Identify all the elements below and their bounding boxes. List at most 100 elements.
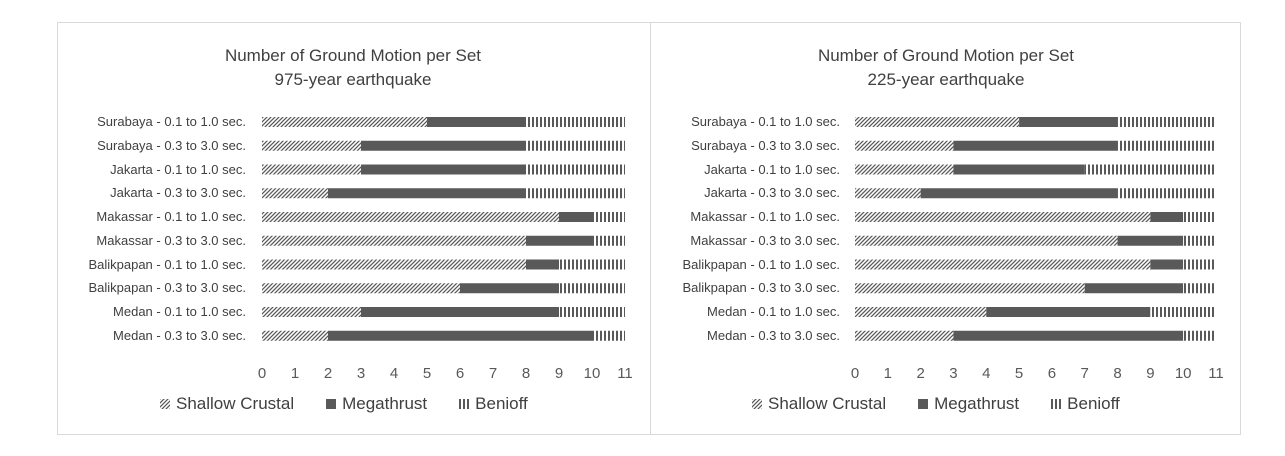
bar-shallow-crustal — [262, 259, 526, 270]
category-label: Makassar - 0.1 to 1.0 sec. — [690, 209, 840, 224]
category-label: Jakarta - 0.3 to 3.0 sec. — [704, 185, 840, 201]
bar-shallow-crustal — [855, 330, 954, 341]
bar-shallow-crustal — [855, 259, 1151, 270]
bar-shallow-crustal — [855, 140, 954, 151]
legend-item-megathrust: Megathrust — [326, 394, 427, 414]
bar-megathrust — [1150, 259, 1184, 270]
bar-megathrust — [361, 164, 526, 175]
bar-benioff — [1183, 283, 1216, 294]
x-tick-label: 9 — [1146, 365, 1155, 382]
x-tick-label: 6 — [455, 365, 465, 382]
x-tick-label: 8 — [1113, 365, 1122, 382]
x-tick-label: 7 — [1080, 365, 1089, 382]
x-tick-label: 2 — [916, 365, 925, 382]
bar-shallow-crustal — [855, 164, 954, 175]
bar-benioff — [526, 117, 625, 127]
bar-megathrust — [1084, 283, 1184, 294]
bar-megathrust — [526, 235, 592, 246]
bar-benioff — [1183, 330, 1216, 341]
x-tick-label: 2 — [323, 365, 333, 382]
bar-megathrust — [953, 164, 1085, 175]
bar-benioff — [526, 188, 625, 199]
category-label: Surabaya - 0.1 to 1.0 sec. — [691, 114, 840, 129]
bar-benioff — [526, 164, 625, 175]
bar-megathrust — [1019, 117, 1118, 127]
bar-benioff — [592, 212, 625, 222]
category-label: Medan - 0.3 to 3.0 sec. — [113, 327, 246, 343]
category-label: Surabaya - 0.3 to 3.0 sec. — [691, 137, 840, 153]
bar-shallow-crustal — [855, 188, 921, 199]
bar-benioff — [526, 140, 625, 151]
x-tick-label: 7 — [488, 365, 498, 382]
legend-label: Megathrust — [342, 394, 428, 413]
x-tick-label: 0 — [850, 365, 860, 382]
category-label: Medan - 0.1 to 1.0 sec. — [113, 304, 246, 319]
x-tick-label: 10 — [1174, 365, 1192, 382]
bar-megathrust — [986, 307, 1151, 317]
bar-shallow-crustal — [262, 307, 361, 317]
bar-shallow-crustal — [262, 283, 460, 294]
x-tick-label: 0 — [257, 365, 267, 382]
x-tick-label: 8 — [521, 365, 531, 382]
bar-megathrust — [1150, 212, 1184, 222]
x-tick-label: 3 — [356, 365, 366, 382]
category-label: Balikpapan - 0.1 to 1.0 sec. — [682, 256, 840, 272]
category-label: Medan - 0.1 to 1.0 sec. — [707, 304, 840, 319]
bar-megathrust — [361, 307, 559, 317]
x-tick-label: 5 — [422, 365, 432, 382]
x-tick-label: 11 — [1208, 365, 1224, 382]
bar-shallow-crustal — [262, 140, 361, 151]
bar-megathrust — [427, 117, 526, 127]
bar-megathrust — [920, 188, 1118, 199]
legend-swatch-benioff — [459, 399, 470, 409]
bar-benioff — [1150, 307, 1216, 317]
x-tick-label: 5 — [1014, 365, 1024, 382]
category-label: Makassar - 0.3 to 3.0 sec. — [690, 232, 840, 248]
bar-benioff — [1117, 140, 1216, 151]
x-tick-label: 1 — [290, 365, 300, 382]
chart-subtitle-2: 225-year earthquake — [867, 70, 1025, 89]
category-label: Makassar - 0.3 to 3.0 sec. — [96, 232, 246, 248]
bar-benioff — [1183, 235, 1216, 246]
bar-benioff — [1117, 117, 1216, 127]
legend-label: Shallow Crustal — [176, 394, 295, 413]
legend-label: Benioff — [475, 394, 528, 413]
legend-swatch-shallow-crustal — [160, 399, 170, 409]
legend-swatch-benioff — [1051, 399, 1062, 409]
bar-shallow-crustal — [855, 117, 1020, 127]
x-tick-label: 1 — [883, 365, 892, 382]
bar-shallow-crustal — [262, 188, 328, 199]
legend-swatch-shallow-crustal — [752, 399, 762, 409]
bar-shallow-crustal — [855, 212, 1151, 222]
category-label: Balikpapan - 0.3 to 3.0 sec. — [88, 280, 246, 296]
legend-item-shallow-crustal: Shallow Crustal — [752, 394, 886, 414]
bar-megathrust — [953, 330, 1184, 341]
x-tick-label: 11 — [617, 365, 633, 382]
bar-megathrust — [460, 283, 559, 294]
legend-label: Shallow Crustal — [768, 394, 887, 413]
bar-benioff — [1084, 164, 1216, 175]
category-label: Jakarta - 0.3 to 3.0 sec. — [110, 185, 246, 201]
chart-title-1: Number of Ground Motion per Set — [224, 46, 482, 65]
legend-1: Shallow Crustal Megathrust Benioff — [160, 394, 560, 414]
x-tick-label: 10 — [583, 365, 601, 382]
chart-frame-2 — [650, 22, 1241, 435]
x-tick-label: 3 — [949, 365, 958, 382]
category-label: Surabaya - 0.3 to 3.0 sec. — [97, 137, 246, 153]
bar-benioff — [1183, 212, 1216, 222]
legend-2: Shallow Crustal Megathrust Benioff — [752, 394, 1152, 414]
legend-swatch-megathrust — [326, 399, 337, 409]
bar-shallow-crustal — [262, 235, 526, 246]
bar-shallow-crustal — [262, 330, 328, 341]
category-label: Medan - 0.3 to 3.0 sec. — [707, 327, 840, 343]
bar-shallow-crustal — [262, 212, 559, 222]
x-tick-label: 4 — [389, 365, 399, 382]
category-label: Jakarta - 0.1 to 1.0 sec. — [110, 161, 246, 177]
bar-megathrust — [953, 140, 1118, 151]
bar-shallow-crustal — [855, 235, 1118, 246]
legend-swatch-megathrust — [918, 399, 929, 409]
bar-megathrust — [1117, 235, 1184, 246]
legend-item-benioff: Benioff — [1051, 394, 1120, 414]
bar-benioff — [1117, 188, 1216, 199]
